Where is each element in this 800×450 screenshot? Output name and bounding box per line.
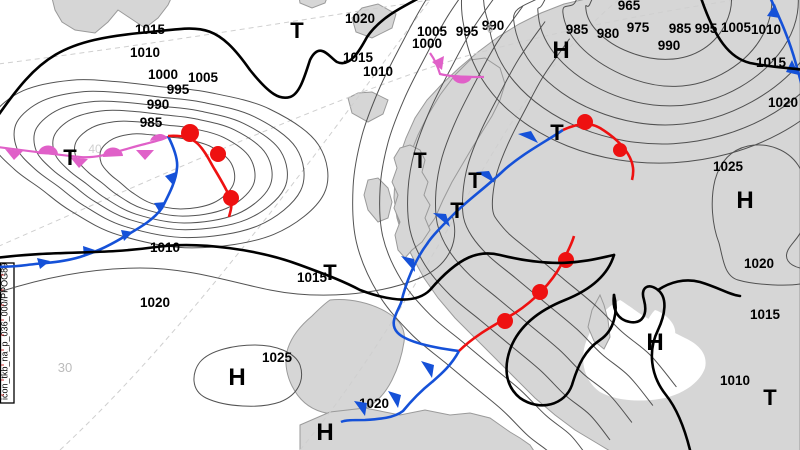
svg-text:1020: 1020 (744, 256, 774, 271)
svg-text:T: T (413, 148, 427, 173)
svg-text:1000: 1000 (148, 67, 178, 82)
svg-text:6: 6 (487, 21, 494, 35)
svg-text:975: 975 (627, 20, 650, 35)
svg-text:T: T (550, 120, 564, 145)
svg-text:1020: 1020 (768, 95, 798, 110)
svg-text:985: 985 (566, 22, 589, 37)
svg-text:995: 995 (456, 24, 479, 39)
svg-text:1015: 1015 (750, 307, 781, 322)
svg-text:30: 30 (58, 360, 72, 375)
svg-text:965: 965 (618, 0, 641, 13)
svg-text:1005: 1005 (721, 20, 752, 35)
svg-text:H: H (552, 37, 569, 64)
svg-text:985: 985 (140, 115, 163, 130)
svg-text:H: H (736, 187, 753, 214)
svg-text:1005: 1005 (188, 70, 219, 85)
svg-text:1010: 1010 (363, 64, 393, 79)
svg-text:T: T (323, 260, 337, 285)
svg-text:H: H (316, 419, 333, 446)
svg-text:1025: 1025 (713, 159, 744, 174)
svg-text:icon_tkb_na_p_036_000/PPOG89: icon_tkb_na_p_036_000/PPOG89 (0, 263, 10, 400)
svg-text:1010: 1010 (720, 373, 750, 388)
svg-text:1015: 1015 (135, 22, 166, 37)
svg-text:H: H (228, 364, 245, 391)
svg-text:1025: 1025 (262, 350, 293, 365)
svg-text:1000: 1000 (412, 36, 442, 51)
svg-text:980: 980 (597, 26, 620, 41)
svg-text:H: H (646, 329, 663, 356)
svg-text:995: 995 (167, 82, 190, 97)
svg-text:T: T (763, 385, 777, 410)
svg-text:T: T (290, 18, 304, 43)
svg-text:990: 990 (658, 38, 681, 53)
svg-text:1020: 1020 (140, 295, 170, 310)
svg-text:T: T (468, 168, 482, 193)
svg-text:T: T (450, 198, 464, 223)
svg-text:1010: 1010 (130, 45, 160, 60)
svg-text:990: 990 (147, 97, 170, 112)
svg-text:1010: 1010 (751, 22, 781, 37)
svg-text:T: T (63, 145, 77, 170)
svg-text:985: 985 (669, 21, 692, 36)
svg-text:1020: 1020 (345, 11, 375, 26)
